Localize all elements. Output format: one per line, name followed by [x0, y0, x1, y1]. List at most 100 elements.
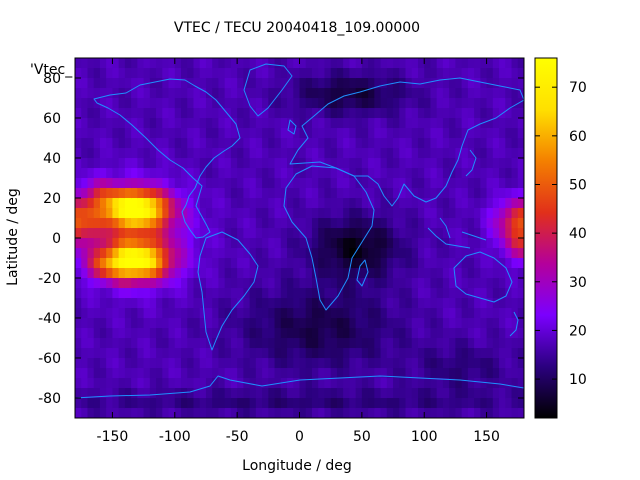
heatmap-cell	[505, 68, 513, 79]
heatmap-cell	[480, 338, 488, 349]
heatmap-cell	[380, 388, 388, 399]
heatmap-cell	[455, 178, 463, 189]
heatmap-cell	[181, 218, 188, 229]
heatmap-cell	[268, 358, 276, 369]
heatmap-cell	[193, 118, 201, 129]
heatmap-cell	[461, 368, 469, 379]
heatmap-cell	[287, 398, 294, 409]
heatmap-cell	[405, 288, 413, 299]
heatmap-cell	[361, 228, 369, 239]
heatmap-cell	[492, 108, 500, 119]
heatmap-cell	[399, 358, 407, 369]
heatmap-cell	[480, 98, 488, 109]
heatmap-cell	[255, 348, 263, 359]
heatmap-cell	[455, 138, 463, 149]
heatmap-cell	[268, 298, 276, 309]
heatmap-cell	[492, 208, 500, 219]
heatmap-cell	[131, 218, 138, 229]
heatmap-cell	[380, 368, 388, 379]
heatmap-cell	[99, 328, 107, 339]
heatmap-cell	[374, 198, 382, 209]
heatmap-cell	[399, 288, 407, 299]
heatmap-cell	[243, 358, 251, 369]
heatmap-cell	[149, 198, 157, 209]
heatmap-cell	[461, 188, 469, 199]
heatmap-cell	[399, 258, 407, 269]
heatmap-cell	[162, 288, 170, 299]
heatmap-cell	[293, 128, 301, 139]
heatmap-cell	[81, 178, 89, 189]
heatmap-cell	[486, 88, 494, 99]
heatmap-cell	[361, 68, 369, 79]
heatmap-cell	[75, 58, 82, 69]
heatmap-cell	[393, 188, 400, 199]
heatmap-cell	[424, 348, 432, 359]
heatmap-cell	[436, 208, 444, 219]
heatmap-cell	[492, 68, 500, 79]
heatmap-cell	[124, 128, 132, 139]
heatmap-cell	[143, 388, 151, 399]
heatmap-cell	[255, 148, 263, 159]
heatmap-cell	[280, 88, 288, 99]
heatmap-cell	[417, 348, 425, 359]
heatmap-cell	[230, 288, 238, 299]
heatmap-cell	[112, 148, 120, 159]
heatmap-cell	[411, 298, 419, 309]
heatmap-cell	[137, 338, 145, 349]
heatmap-cell	[449, 98, 457, 109]
heatmap-cell	[511, 168, 519, 179]
heatmap-cell	[243, 398, 251, 409]
heatmap-cell	[199, 288, 207, 299]
heatmap-cell	[237, 318, 244, 329]
heatmap-cell	[243, 368, 251, 379]
heatmap-cell	[492, 188, 500, 199]
heatmap-cell	[361, 108, 369, 119]
heatmap-cell	[517, 228, 524, 239]
heatmap-cell	[224, 238, 232, 249]
heatmap-cell	[143, 298, 151, 309]
heatmap-cell	[436, 288, 444, 299]
heatmap-cell	[386, 298, 394, 309]
heatmap-cell	[243, 278, 251, 289]
heatmap-cell	[99, 128, 107, 139]
heatmap-cell	[430, 348, 438, 359]
heatmap-cell	[486, 238, 494, 249]
heatmap-cell	[336, 358, 344, 369]
heatmap-cell	[112, 178, 120, 189]
heatmap-cell	[224, 378, 232, 389]
heatmap-cell	[205, 208, 213, 219]
heatmap-cell	[386, 258, 394, 269]
heatmap-cell	[480, 188, 488, 199]
heatmap-cell	[305, 138, 313, 149]
heatmap-cell	[343, 308, 350, 319]
heatmap-cell	[449, 308, 457, 319]
heatmap-cell	[442, 158, 450, 169]
heatmap-cell	[255, 378, 263, 389]
heatmap-cell	[417, 288, 425, 299]
heatmap-cell	[393, 328, 400, 339]
heatmap-cell	[174, 148, 182, 159]
heatmap-cell	[87, 108, 95, 119]
heatmap-cell	[474, 158, 481, 169]
heatmap-cell	[262, 188, 269, 199]
heatmap-cell	[449, 78, 457, 89]
heatmap-cell	[511, 148, 519, 159]
heatmap-cell	[492, 258, 500, 269]
coastline-africa	[283, 165, 375, 311]
heatmap-cell	[474, 328, 481, 339]
heatmap-cell	[237, 68, 244, 79]
heatmap-cell	[237, 168, 244, 179]
heatmap-cell	[393, 208, 400, 219]
heatmap-cell	[411, 58, 419, 69]
heatmap-cell	[187, 248, 195, 259]
heatmap-cell	[280, 348, 288, 359]
heatmap-cell	[93, 78, 101, 89]
heatmap-cell	[149, 128, 157, 139]
heatmap-cell	[474, 128, 481, 139]
heatmap-cell	[118, 268, 126, 279]
heatmap-cell	[237, 188, 244, 199]
heatmap-cell	[318, 258, 326, 269]
heatmap-cell	[143, 158, 151, 169]
heatmap-cell	[368, 148, 375, 159]
heatmap-cell	[280, 178, 288, 189]
